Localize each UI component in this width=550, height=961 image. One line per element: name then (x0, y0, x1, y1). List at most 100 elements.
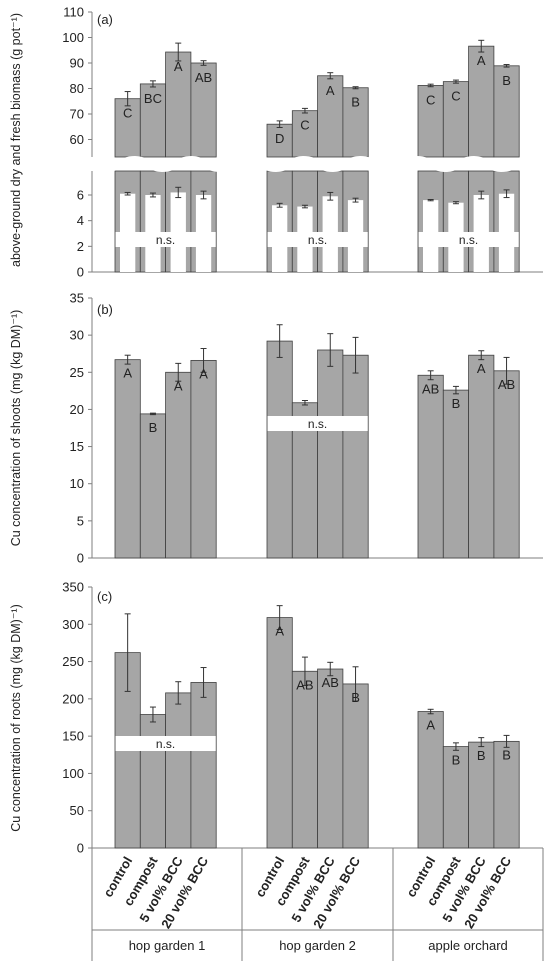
panel-a-y-axis-label: above-ground dry and fresh biomass (g po… (9, 13, 23, 267)
panel-b-tick-label: 20 (70, 402, 84, 417)
panel-a-significance-letter: B (502, 73, 511, 88)
panel-c-tick-label: 300 (62, 617, 84, 632)
panel-a-tick-label: 60 (70, 132, 84, 147)
panel-b-bar (442, 389, 469, 559)
panel-a-fresh-bar (417, 85, 444, 158)
panel-a-label: (a) (97, 12, 113, 27)
panel-c-bar (342, 683, 369, 849)
panel-c-significance-letter: AB (296, 677, 313, 692)
panel-c-bar (190, 682, 217, 849)
panel-b-bar (468, 354, 495, 559)
panel-a-fresh-bar (165, 51, 192, 158)
panel-a: (a) above-ground dry and fresh biomass (… (9, 5, 543, 280)
panel-a-significance-letter: D (275, 131, 284, 146)
panel-c-label: (c) (97, 589, 112, 604)
panel-b-ns-label: n.s. (308, 417, 327, 431)
panel-b-significance-letter: A (199, 366, 208, 381)
panel-a-ns-background (115, 232, 216, 247)
panel-b-significance-letter: A (477, 361, 486, 376)
panel-b-significance-letter: A (123, 366, 132, 381)
panel-a-fresh-bar (442, 81, 469, 158)
x-axis-group-label: hop garden 2 (279, 938, 356, 953)
panel-a-tick-label: 2 (77, 239, 84, 254)
panel-a-significance-letter: C (300, 118, 309, 133)
panel-c-significance-letter: A (275, 624, 284, 639)
panel-c-bar (317, 668, 344, 849)
panel-a-fresh-bar (317, 75, 344, 158)
panel-b-bar (190, 359, 217, 559)
panel-b-tick-label: 5 (77, 513, 84, 528)
panel-b-tick-label: 0 (77, 551, 84, 566)
panel-b-bar (266, 340, 293, 559)
panel-b-bar (417, 374, 444, 559)
panel-c-bar (165, 692, 192, 849)
panel-c-bar (493, 740, 520, 849)
panel-a-significance-letter: C (451, 89, 460, 104)
panel-b-significance-letter: AB (498, 377, 515, 392)
panel-b-tick-label: 25 (70, 365, 84, 380)
panel-a-significance-letter: C (426, 92, 435, 107)
panel-c-tick-label: 350 (62, 580, 84, 595)
panel-a-ns-label: n.s. (156, 233, 175, 247)
panel-b-tick-label: 15 (70, 439, 84, 454)
panel-a-tick-label: 70 (70, 107, 84, 122)
panel-c-tick-label: 200 (62, 691, 84, 706)
panel-b-ns-background (267, 416, 368, 431)
panel-a-fresh-bar (190, 62, 217, 158)
panel-c-bar (442, 746, 469, 849)
panel-b-significance-letter: B (149, 420, 158, 435)
panel-b-significance-letter: B (452, 396, 461, 411)
panel-c-bar (291, 670, 318, 849)
panel-b-label: (b) (97, 302, 113, 317)
panel-c-ns-label: n.s. (156, 737, 175, 751)
panel-a-significance-letter: BC (144, 91, 162, 106)
panel-a-ns-background (418, 232, 519, 247)
panel-c-bar (468, 741, 495, 849)
panel-c-ns-background (115, 736, 216, 751)
panel-a-significance-letter: C (123, 106, 132, 121)
panel-c-bar (266, 617, 293, 849)
x-axis-group-label: hop garden 1 (129, 938, 206, 953)
panel-b-tick-label: 30 (70, 328, 84, 343)
panel-a-significance-letter: AB (195, 70, 212, 85)
panel-c-bar (139, 714, 167, 849)
panel-a-ns-label: n.s. (459, 233, 478, 247)
panel-c-tick-label: 50 (70, 803, 84, 818)
panel-a-ns-background (267, 232, 368, 247)
panel-a-tick-label: 100 (62, 30, 84, 45)
panel-c-significance-letter: B (502, 747, 511, 762)
panel-c-y-axis-label: Cu concentration of roots (mg (kg DM)⁻¹) (9, 604, 23, 832)
panel-a-significance-letter: B (351, 95, 360, 110)
panel-b-bar (114, 359, 141, 559)
x-axis-group-label: apple orchard (428, 938, 508, 953)
panel-a-fresh-bar (139, 83, 167, 158)
panel-a-tick-label: 110 (63, 5, 84, 20)
panel-b-y-axis-label: Cu concentration of shoots (mg (kg DM)⁻¹… (9, 310, 23, 547)
panel-a-tick-label: 0 (77, 265, 84, 280)
panel-b-bar (165, 371, 192, 559)
panel-a-fresh-bar (266, 123, 293, 158)
panel-a-axis-break (84, 156, 543, 172)
panel-a-significance-letter: A (477, 53, 486, 68)
panel-a-ns-label: n.s. (308, 233, 327, 247)
panel-a-tick-label: 80 (70, 81, 84, 96)
panel-a-significance-letter: A (174, 59, 183, 74)
panel-c-significance-letter: B (477, 748, 486, 763)
panel-b-tick-label: 35 (70, 291, 84, 306)
panel-b-bar (139, 413, 167, 559)
panel-a-tick-label: 4 (77, 213, 84, 228)
panel-c-tick-label: 0 (77, 841, 84, 856)
panel-c-significance-letter: AB (322, 675, 339, 690)
panel-b-significance-letter: A (174, 378, 183, 393)
panel-c-tick-label: 100 (62, 766, 84, 781)
panel-a-tick-label: 90 (70, 56, 84, 71)
panel-b: (b) Cu concentration of shoots (mg (kg D… (9, 291, 543, 566)
panel-a-fresh-bar (493, 65, 520, 158)
panel-c-significance-letter: A (426, 718, 435, 733)
panel-b-significance-letter: AB (422, 381, 439, 396)
panel-b-bar (317, 349, 344, 559)
panel-b-tick-label: 10 (70, 476, 84, 491)
panel-c-tick-label: 150 (62, 729, 84, 744)
panel-b-bar (493, 370, 520, 559)
